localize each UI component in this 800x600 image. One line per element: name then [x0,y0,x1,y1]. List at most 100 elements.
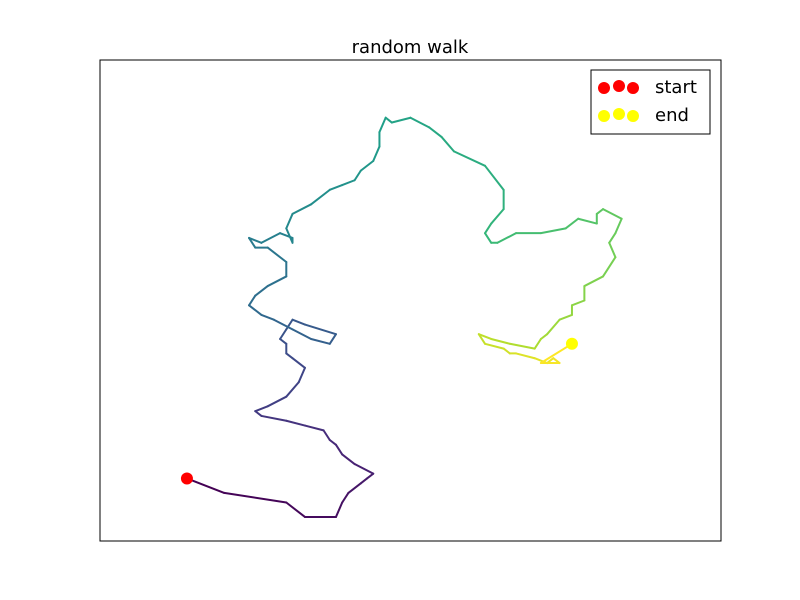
walk-segment [384,116,393,124]
walk-segment [291,203,313,215]
chart-title: random walk [352,37,469,58]
walk-segment [279,337,288,345]
legend: start end [590,69,711,135]
walk-segment [378,116,387,134]
walk-segment [254,285,269,297]
walk-segment [322,429,331,441]
walk-segment [359,477,369,485]
walk-segment [428,126,443,138]
walk-segment [341,453,356,466]
walk-segment [285,227,294,244]
end-marker [565,337,578,350]
walk-segment [390,116,412,124]
walk-segment [328,184,344,191]
walk-segment [291,318,306,326]
walk-segment [266,275,288,288]
walk-segment [223,491,288,504]
legend-marker-start [613,80,625,92]
walk-segment [297,366,306,384]
walk-segment [248,236,263,244]
walk-segment [366,472,375,480]
walk-segment [310,337,331,345]
walk-segment [490,337,511,345]
walk-segment [440,135,455,153]
walk-segment [266,246,288,264]
walk-segment [248,304,263,316]
walk-segment [279,328,288,340]
walk-segment [409,116,431,129]
walk-segment [285,212,294,230]
walk-segment [608,232,617,244]
start-marker [180,472,193,485]
walk-segment [452,150,487,167]
walk-segment [484,164,505,191]
endpoint-markers [180,337,578,485]
walk-segment [496,232,518,244]
walk-segment [614,217,623,235]
walk-segment [608,241,617,259]
walk-segment [477,333,487,345]
walk-segment [570,299,586,307]
walk-segment [260,414,288,422]
walk-segment [266,395,288,408]
walk-segment [291,328,313,340]
walk-segment [328,333,337,345]
walk-segment [602,208,623,220]
walk-segment [539,227,567,235]
walk-segment [254,405,269,413]
walk-segment [353,463,375,475]
walk-segment [372,145,381,163]
walk-segment [359,160,375,172]
walk-segment [285,352,294,360]
plot-area [99,59,722,542]
walk-segment [260,313,275,321]
walk-segment [577,217,598,225]
walk-segment [602,256,617,278]
walk-segment [185,477,226,494]
walk-segment [484,222,493,235]
walk-segment [303,323,337,336]
legend-marker-start [627,82,639,94]
axes-frame [99,59,722,542]
walk-segment [310,188,331,206]
walk-segment [285,501,306,518]
walk-segment [558,313,573,321]
walk-segment [303,424,325,432]
walk-segment [595,208,605,215]
legend-label-start: start [655,77,697,98]
walk-segment [341,491,350,504]
walk-segment [272,318,294,331]
legend-marker-end [598,110,610,122]
walk-segment [546,318,561,336]
walk-segment [539,342,573,365]
walk-segment [334,501,344,518]
walk-segment [254,410,263,417]
legend-marker-end [627,110,639,122]
walk-segment [490,208,505,225]
legend-marker-end [613,108,625,120]
walk-segment [248,294,257,307]
walk-segment [484,232,493,244]
walk-segment [260,232,282,244]
walk-segment [564,217,580,230]
walk-segment [353,169,362,182]
walk-segment [539,333,549,340]
walk-segment [347,482,362,494]
walk-segment [285,381,300,398]
walk-segment [508,342,536,350]
legend-marker-start [598,82,610,94]
walk-segment [484,342,505,350]
walk-segment [533,337,542,350]
walk-segment [583,275,605,288]
walk-segment [334,443,344,456]
walk-segment [291,357,306,369]
walk-segment [248,236,257,249]
walk-path [185,116,623,518]
walk-segment [477,333,493,340]
walk-segment [341,179,356,187]
walk-segment [515,352,536,360]
legend-label-end: end [655,105,689,126]
legend-box [590,69,711,135]
walk-segment [285,419,306,427]
